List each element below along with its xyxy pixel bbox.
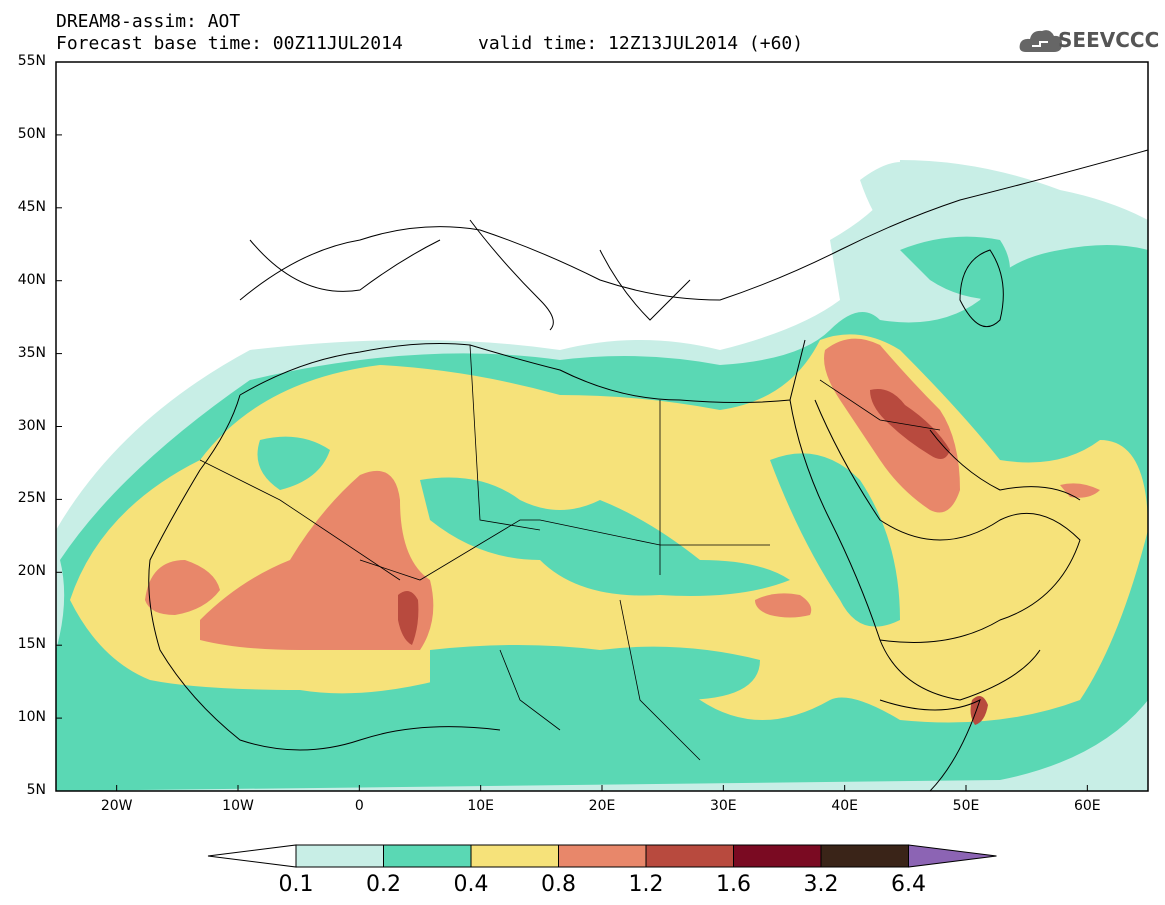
lon-tick-label: 30E: [709, 798, 737, 814]
lat-tick-label: 40N: [17, 271, 46, 288]
aot-band-0.8-senegal: [145, 560, 220, 615]
colorbar-level-label: 6.4: [891, 872, 926, 897]
colorbar-level-label: 0.2: [366, 872, 401, 897]
lon-tick-label: 20W: [100, 798, 133, 814]
lon-tick-label: 10E: [467, 798, 494, 814]
aot-band-1.2-somalia: [970, 696, 988, 725]
colorbar-level-label: 0.4: [453, 872, 489, 897]
lat-tick-label: 10N: [17, 709, 46, 726]
border-a: [199, 459, 401, 581]
cloud-icon: [1019, 30, 1062, 52]
colorbar-segment: [295, 844, 384, 868]
lat-tick-label: 50N: [17, 125, 46, 142]
lon-tick-label: 50E: [952, 798, 980, 814]
colorbar-level-label: 3.2: [803, 872, 839, 897]
aot-band-1.2-niger: [398, 591, 419, 645]
colorbar-segment: [558, 844, 647, 868]
colorbar-segment: [470, 844, 559, 868]
lat-tick-label: 35N: [17, 344, 46, 361]
coast-persian-gulf: [929, 429, 1081, 501]
colorbar-segment: [645, 844, 734, 868]
coast-redsea: [789, 399, 1041, 701]
colorbar-under-triangle: [207, 844, 297, 868]
aot-hole-redsea: [770, 453, 900, 627]
lat-tick-label: 55N: [17, 53, 46, 69]
logo-text: SEEVCCC: [1058, 28, 1160, 52]
coast-west-africa: [148, 394, 501, 751]
lon-tick-label: 60E: [1073, 798, 1101, 814]
colorbar-level-label: 1.6: [716, 872, 751, 897]
border-h: [619, 599, 701, 761]
colorbar-level-label: 0.1: [278, 872, 314, 897]
coast-europe: [239, 149, 1148, 301]
aot-band-1.2-iraq: [870, 389, 950, 459]
lat-tick-label: 45N: [17, 198, 46, 215]
coast-italy: [469, 219, 554, 331]
lat-tick-label: 30N: [17, 417, 46, 434]
aot-band-0.8-sudan: [755, 593, 812, 618]
aot-hole-sahel: [430, 645, 760, 700]
aot-band-0.8-west: [200, 470, 434, 650]
border-e: [819, 379, 941, 431]
coast-greece: [599, 249, 691, 321]
valid-time-label: valid time: 12Z13JUL2014 (+60): [478, 33, 804, 54]
colorbar-segment: [383, 844, 472, 868]
colorbar-level-label: 1.2: [628, 872, 664, 897]
lat-tick-label: 15N: [17, 636, 46, 653]
lat-tick-label: 20N: [17, 563, 46, 580]
colorbar-over-triangle: [908, 844, 997, 868]
lon-tick-label: 0: [354, 798, 364, 814]
coast-north-africa: [239, 339, 806, 403]
aot-hole-sahara: [420, 477, 790, 596]
chart-title: DREAM8-assim: AOT: [56, 11, 241, 32]
colorbar-level-label: 0.8: [541, 872, 576, 897]
coast-arabia: [814, 399, 1081, 643]
lon-tick-label: 20E: [588, 798, 616, 814]
base-time-label: Forecast base time: 00Z11JUL2014: [56, 33, 403, 54]
coast-horn: [879, 699, 981, 791]
border-g: [499, 649, 561, 731]
lat-tick-label: 5N: [26, 782, 46, 798]
colorbar-segment: [733, 844, 822, 868]
colorbar-segment: [820, 844, 909, 868]
coast-iberia: [249, 239, 441, 292]
colorbar: [207, 844, 997, 868]
lon-tick-label: 10W: [222, 798, 254, 814]
aot-band-0.2-caspian: [900, 236, 1010, 300]
lon-tick-label: 40E: [831, 798, 858, 814]
lat-tick-label: 25N: [17, 490, 46, 507]
aot-hole-west: [257, 436, 330, 490]
coast-caspian: [959, 249, 1004, 328]
border-b: [469, 344, 541, 531]
border-f: [359, 519, 540, 581]
